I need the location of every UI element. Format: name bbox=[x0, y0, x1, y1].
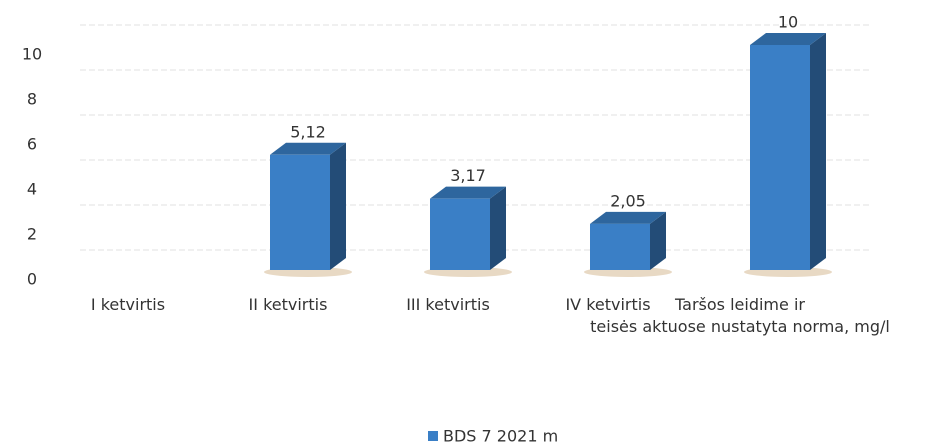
value-label: 10 bbox=[778, 13, 798, 32]
bar-side bbox=[490, 186, 506, 270]
bar bbox=[584, 211, 672, 277]
y-tick-label: 10 bbox=[22, 45, 42, 64]
value-label: 5,12 bbox=[290, 122, 326, 141]
y-tick-label: 0 bbox=[27, 270, 37, 289]
value-label: 2,05 bbox=[610, 191, 646, 210]
bar-front bbox=[270, 154, 330, 270]
bar bbox=[744, 33, 832, 277]
bar bbox=[424, 186, 512, 277]
bar-top bbox=[590, 211, 666, 224]
value-label: 3,17 bbox=[450, 166, 486, 185]
y-tick-label: 2 bbox=[27, 225, 37, 244]
y-tick-label: 4 bbox=[27, 180, 37, 199]
bar bbox=[264, 142, 352, 277]
bar-front bbox=[590, 223, 650, 270]
bar-top bbox=[270, 142, 346, 155]
x-tick-label: Taršos leidime ir teisės aktuose nustaty… bbox=[590, 295, 890, 336]
bar-top bbox=[750, 33, 826, 45]
x-tick-label: IV ketvirtis bbox=[565, 295, 651, 314]
bar-front bbox=[750, 45, 810, 270]
y-tick-label: 6 bbox=[27, 135, 37, 154]
legend-label: BDS 7 2021 m bbox=[443, 427, 558, 446]
x-tick-label: III ketvirtis bbox=[406, 295, 490, 314]
x-tick-label: I ketvirtis bbox=[90, 295, 166, 314]
bar-side bbox=[650, 211, 666, 270]
y-tick-label: 8 bbox=[27, 90, 37, 109]
legend: BDS 7 2021 m bbox=[428, 427, 558, 446]
x-tick-label: II ketvirtis bbox=[248, 295, 328, 314]
bar-top bbox=[430, 186, 506, 199]
bar-front bbox=[430, 198, 490, 270]
bar-side bbox=[330, 142, 346, 270]
bar-side bbox=[810, 33, 826, 270]
legend-swatch bbox=[428, 431, 438, 441]
